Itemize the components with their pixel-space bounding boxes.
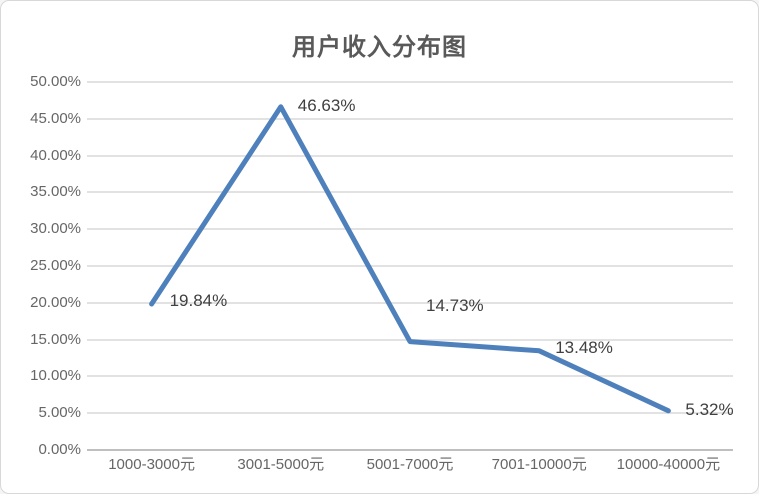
y-tick-label: 15.00% — [30, 330, 81, 348]
y-tick-label: 30.00% — [30, 220, 81, 238]
y-tick-label: 5.00% — [38, 404, 81, 422]
gridline — [87, 154, 733, 157]
y-tick-label: 0.00% — [38, 441, 81, 458]
gridline — [87, 228, 733, 231]
data-label: 14.73% — [426, 295, 484, 315]
x-tick-label: 7001-10000元 — [491, 456, 587, 473]
y-tick-label: 40.00% — [30, 146, 81, 164]
chart-title: 用户收入分布图 — [292, 34, 467, 61]
y-tick-label: 25.00% — [30, 257, 81, 274]
gridline — [87, 265, 733, 267]
data-label: 19.84% — [169, 290, 228, 310]
x-axis-line — [87, 449, 733, 451]
gridline — [87, 117, 733, 120]
y-tick-label: 50.00% — [30, 73, 81, 90]
y-tick-label: 35.00% — [30, 183, 81, 201]
gridline — [87, 81, 733, 83]
data-label: 5.32% — [685, 399, 734, 419]
gridline — [87, 301, 733, 304]
y-tick-label: 10.00% — [30, 367, 81, 385]
income-series-line — [149, 104, 671, 414]
x-tick-label: 3001-5000元 — [237, 456, 325, 473]
gridline — [87, 375, 733, 378]
gridline — [87, 191, 733, 194]
x-tick-label: 5001-7000元 — [366, 456, 454, 473]
x-tick-label: 1000-3000元 — [108, 456, 195, 473]
data-label: 13.48% — [555, 337, 613, 357]
x-tick-label: 10000-40000元 — [616, 456, 721, 473]
gridline — [87, 412, 733, 415]
data-label: 46.63% — [297, 95, 356, 115]
y-tick-label: 45.00% — [30, 109, 81, 127]
y-tick-label: 20.00% — [30, 293, 81, 311]
